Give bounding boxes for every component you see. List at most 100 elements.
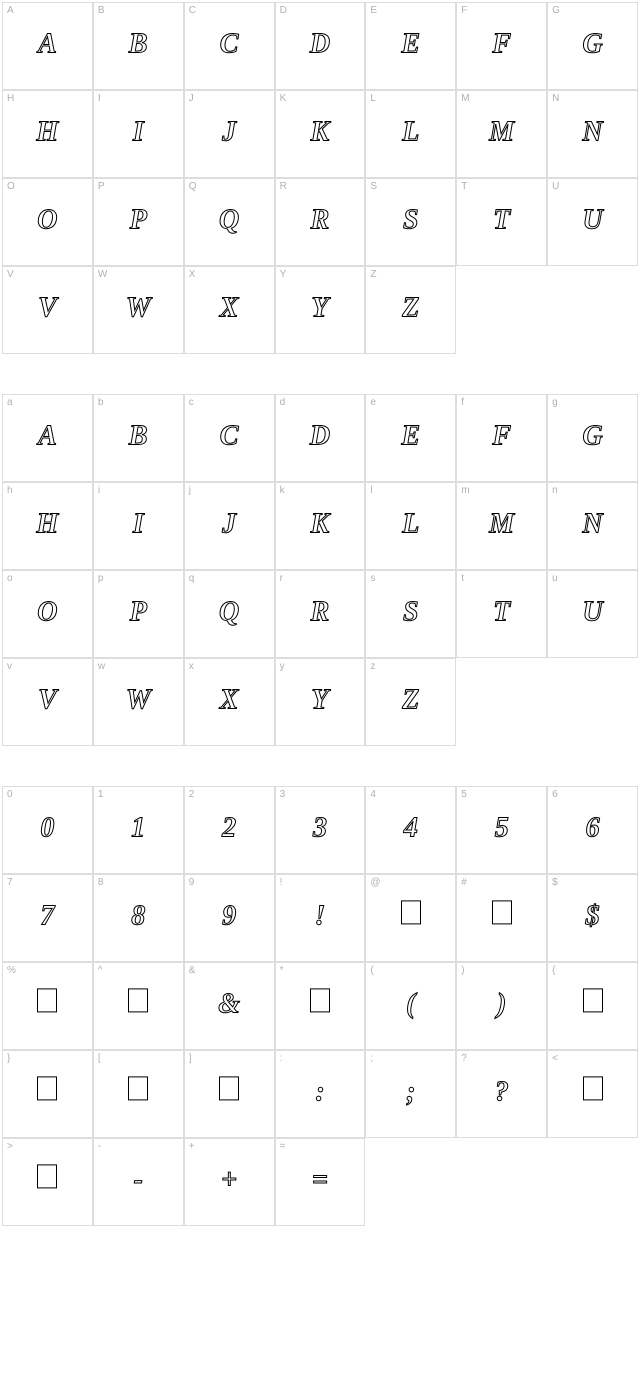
glyph-display: =: [312, 1164, 328, 1196]
glyph-label: {: [552, 965, 555, 976]
glyph-display: V: [38, 292, 57, 324]
glyph-display: 8: [131, 900, 145, 932]
glyph-label: x: [189, 661, 194, 672]
glyph-label: t: [461, 573, 464, 584]
glyph-cell: WW: [93, 266, 184, 354]
glyph-display: $: [586, 900, 600, 932]
glyph-label: s: [370, 573, 375, 584]
glyph-display: 7: [40, 900, 54, 932]
glyph-display: P: [130, 204, 147, 236]
glyph-label: &: [189, 965, 196, 976]
glyph-display: E: [402, 420, 421, 452]
glyph-cell: aA: [2, 394, 93, 482]
glyph-display: 1: [131, 812, 145, 844]
glyph-label: z: [370, 661, 375, 672]
glyph-label: 3: [280, 789, 286, 800]
glyph-display: H: [37, 116, 59, 148]
glyph-label: W: [98, 269, 107, 280]
glyph-cell: NN: [547, 90, 638, 178]
glyph-cell: qQ: [184, 570, 275, 658]
glyph-cell: II: [93, 90, 184, 178]
glyph-label: C: [189, 5, 196, 16]
empty-cell: [456, 658, 547, 746]
glyph-display: S: [403, 596, 419, 628]
glyph-label: d: [280, 397, 286, 408]
glyph-cell: bB: [93, 394, 184, 482]
glyph-display: A: [38, 420, 57, 452]
empty-cell: [547, 266, 638, 354]
glyph-label: D: [280, 5, 287, 16]
glyph-label: =: [280, 1141, 286, 1152]
font-specimen-page: AABBCCDDEEFFGGHHIIJJKKLLMMNNOOPPQQRRSSTT…: [0, 0, 640, 1268]
glyph-cell: VV: [2, 266, 93, 354]
glyph-display: G: [582, 28, 602, 60]
glyph-display: J: [222, 116, 236, 148]
glyph-label: U: [552, 181, 559, 192]
glyph-cell: 77: [2, 874, 93, 962]
glyph-label: :: [280, 1053, 283, 1064]
glyph-display: T: [493, 596, 510, 628]
glyph-display: [37, 1076, 57, 1108]
glyph-cell: PP: [93, 178, 184, 266]
empty-cell: [547, 1138, 638, 1226]
glyph-display: 4: [404, 812, 418, 844]
glyph-display: R: [311, 596, 330, 628]
glyph-cell: pP: [93, 570, 184, 658]
glyph-display: H: [37, 508, 59, 540]
glyph-display: Q: [219, 596, 239, 628]
glyph-cell: mM: [456, 482, 547, 570]
glyph-label: 7: [7, 877, 13, 888]
missing-glyph-icon: [128, 1076, 148, 1100]
glyph-display: K: [311, 508, 330, 540]
glyph-cell: kK: [275, 482, 366, 570]
glyph-label: 1: [98, 789, 104, 800]
glyph-label: #: [461, 877, 467, 888]
glyph-label: 4: [370, 789, 376, 800]
glyph-label: M: [461, 93, 469, 104]
glyph-display: 6: [586, 812, 600, 844]
glyph-cell: nN: [547, 482, 638, 570]
glyph-cell: RR: [275, 178, 366, 266]
glyph-label: 5: [461, 789, 467, 800]
glyph-cell: SS: [365, 178, 456, 266]
glyph-display: M: [489, 116, 514, 148]
glyph-cell: cC: [184, 394, 275, 482]
sections-container: AABBCCDDEEFFGGHHIIJJKKLLMMNNOOPPQQRRSSTT…: [2, 2, 638, 1226]
glyph-display: C: [220, 28, 239, 60]
glyph-cell: JJ: [184, 90, 275, 178]
glyph-cell: ]: [184, 1050, 275, 1138]
glyph-display: N: [582, 116, 602, 148]
glyph-display: +: [221, 1164, 237, 1196]
glyph-cell: [: [93, 1050, 184, 1138]
glyph-display: O: [37, 204, 57, 236]
glyph-display: (: [406, 988, 415, 1020]
glyph-display: K: [311, 116, 330, 148]
glyph-cell: tT: [456, 570, 547, 658]
glyph-cell: &&: [184, 962, 275, 1050]
glyph-display: D: [310, 420, 330, 452]
glyph-label: -: [98, 1141, 101, 1152]
glyph-cell: %: [2, 962, 93, 1050]
glyph-display: A: [38, 28, 57, 60]
glyph-display: [128, 1076, 148, 1108]
glyph-cell: 44: [365, 786, 456, 874]
glyph-label: !: [280, 877, 283, 888]
glyph-display: [583, 988, 603, 1020]
glyph-label: j: [189, 485, 191, 496]
glyph-label: [: [98, 1053, 101, 1064]
glyph-display: 9: [222, 900, 236, 932]
glyph-label: p: [98, 573, 104, 584]
glyph-display: W: [126, 684, 151, 716]
glyph-label: q: [189, 573, 195, 584]
glyph-display: U: [582, 596, 602, 628]
glyph-display: W: [126, 292, 151, 324]
glyph-cell: OO: [2, 178, 93, 266]
glyph-cell: rR: [275, 570, 366, 658]
glyph-cell: 22: [184, 786, 275, 874]
missing-glyph-icon: [310, 988, 330, 1012]
glyph-label: ?: [461, 1053, 467, 1064]
glyph-cell: 33: [275, 786, 366, 874]
glyph-cell: ??: [456, 1050, 547, 1138]
glyph-label: G: [552, 5, 560, 16]
glyph-label: $: [552, 877, 558, 888]
